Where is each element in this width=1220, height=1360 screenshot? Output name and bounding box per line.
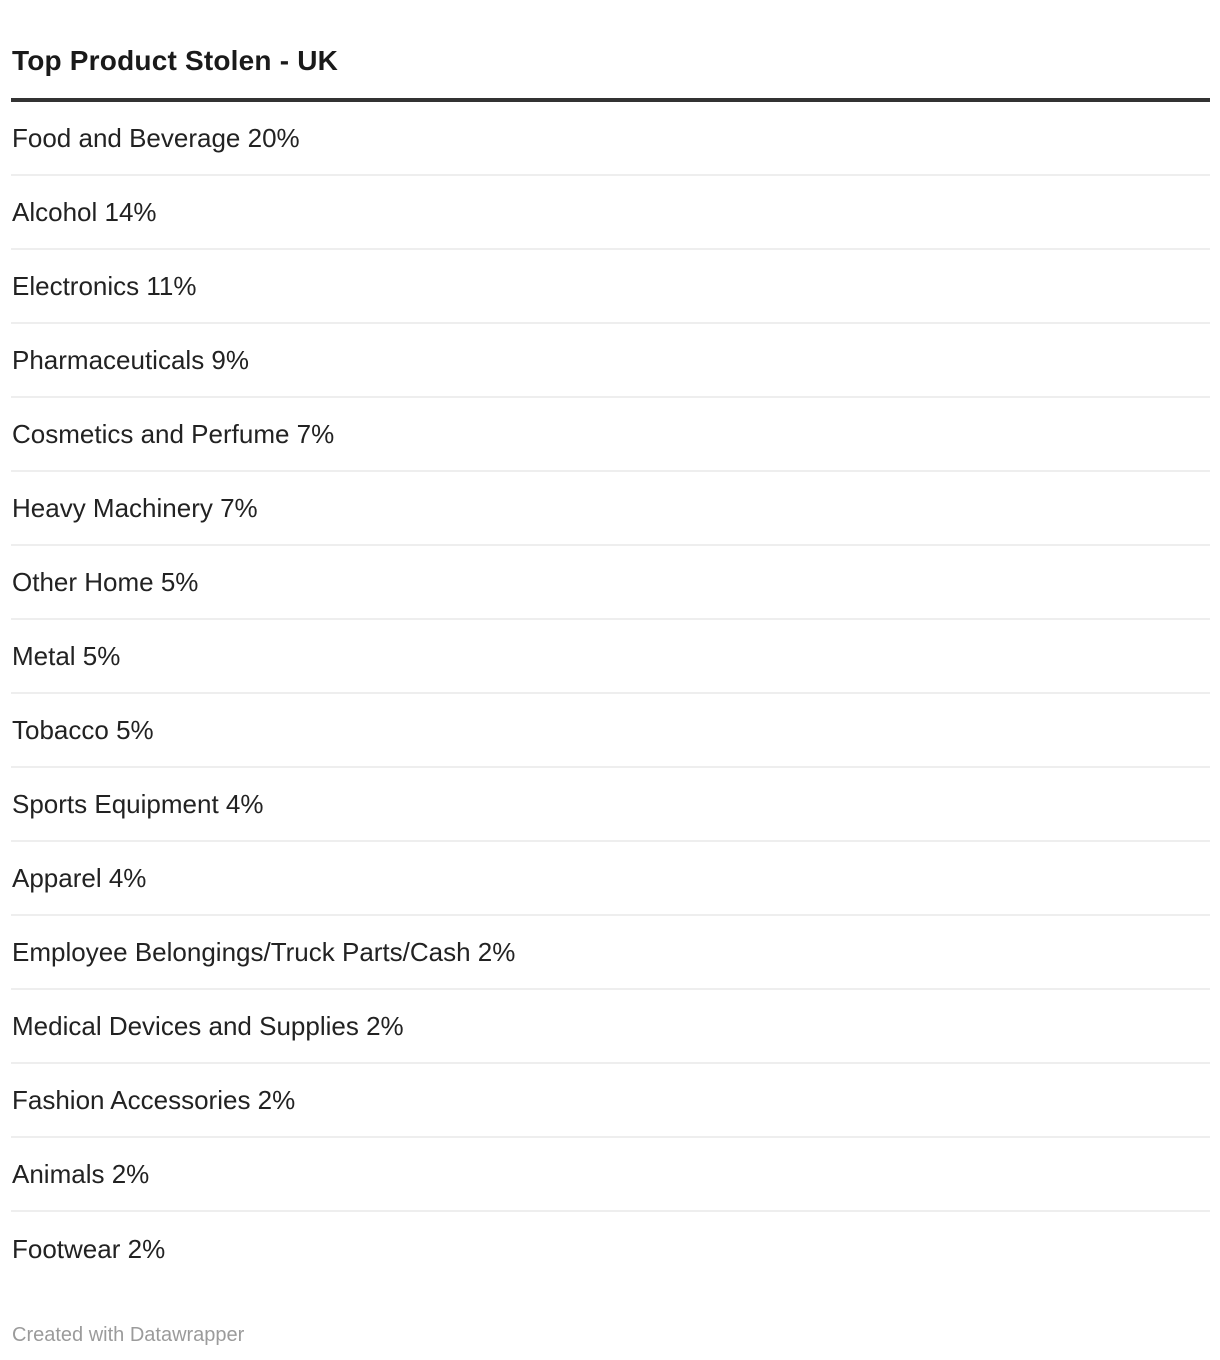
- attribution: Created with Datawrapper: [12, 1324, 245, 1346]
- row-label: Food and Beverage 20%: [12, 122, 300, 153]
- row-label: Fashion Accessories 2%: [12, 1084, 296, 1115]
- row-label: Medical Devices and Supplies 2%: [12, 1010, 404, 1041]
- table-row: Tobacco 5%: [11, 694, 1210, 768]
- table-row: Food and Beverage 20%: [11, 102, 1210, 176]
- table-row: Animals 2%: [11, 1138, 1210, 1212]
- row-label: Employee Belongings/Truck Parts/Cash 2%: [12, 936, 516, 967]
- table-row: Employee Belongings/Truck Parts/Cash 2%: [11, 916, 1210, 990]
- table-row: Fashion Accessories 2%: [11, 1064, 1210, 1138]
- chart-title: Top Product Stolen - UK: [12, 45, 339, 76]
- table-row: Alcohol 14%: [11, 176, 1210, 250]
- table-row: Pharmaceuticals 9%: [11, 324, 1210, 398]
- row-label: Metal 5%: [12, 640, 121, 671]
- table-row: Metal 5%: [11, 620, 1210, 694]
- row-label: Animals 2%: [12, 1158, 150, 1189]
- table-row: Heavy Machinery 7%: [11, 472, 1210, 546]
- row-label: Heavy Machinery 7%: [12, 492, 258, 523]
- table-container: Top Product Stolen - UK Food and Beverag…: [0, 43, 1220, 1347]
- row-label: Apparel 4%: [12, 862, 147, 893]
- table-row: Sports Equipment 4%: [11, 768, 1210, 842]
- row-label: Alcohol 14%: [12, 196, 157, 227]
- row-label: Pharmaceuticals 9%: [12, 344, 249, 375]
- row-label: Cosmetics and Perfume 7%: [12, 418, 335, 449]
- row-label: Footwear 2%: [12, 1233, 166, 1264]
- row-label: Tobacco 5%: [12, 714, 154, 745]
- table-row: Apparel 4%: [11, 842, 1210, 916]
- row-label: Other Home 5%: [12, 566, 199, 597]
- table-row: Medical Devices and Supplies 2%: [11, 990, 1210, 1064]
- table-body: Food and Beverage 20% Alcohol 14% Electron…: [11, 102, 1210, 1286]
- row-label: Electronics 11%: [12, 270, 197, 301]
- table-row: Electronics 11%: [11, 250, 1210, 324]
- table-row: Footwear 2%: [11, 1212, 1210, 1286]
- row-label: Sports Equipment 4%: [12, 788, 264, 819]
- header-rule: [11, 98, 1210, 102]
- table-row: Cosmetics and Perfume 7%: [11, 398, 1210, 472]
- table-row: Other Home 5%: [11, 546, 1210, 620]
